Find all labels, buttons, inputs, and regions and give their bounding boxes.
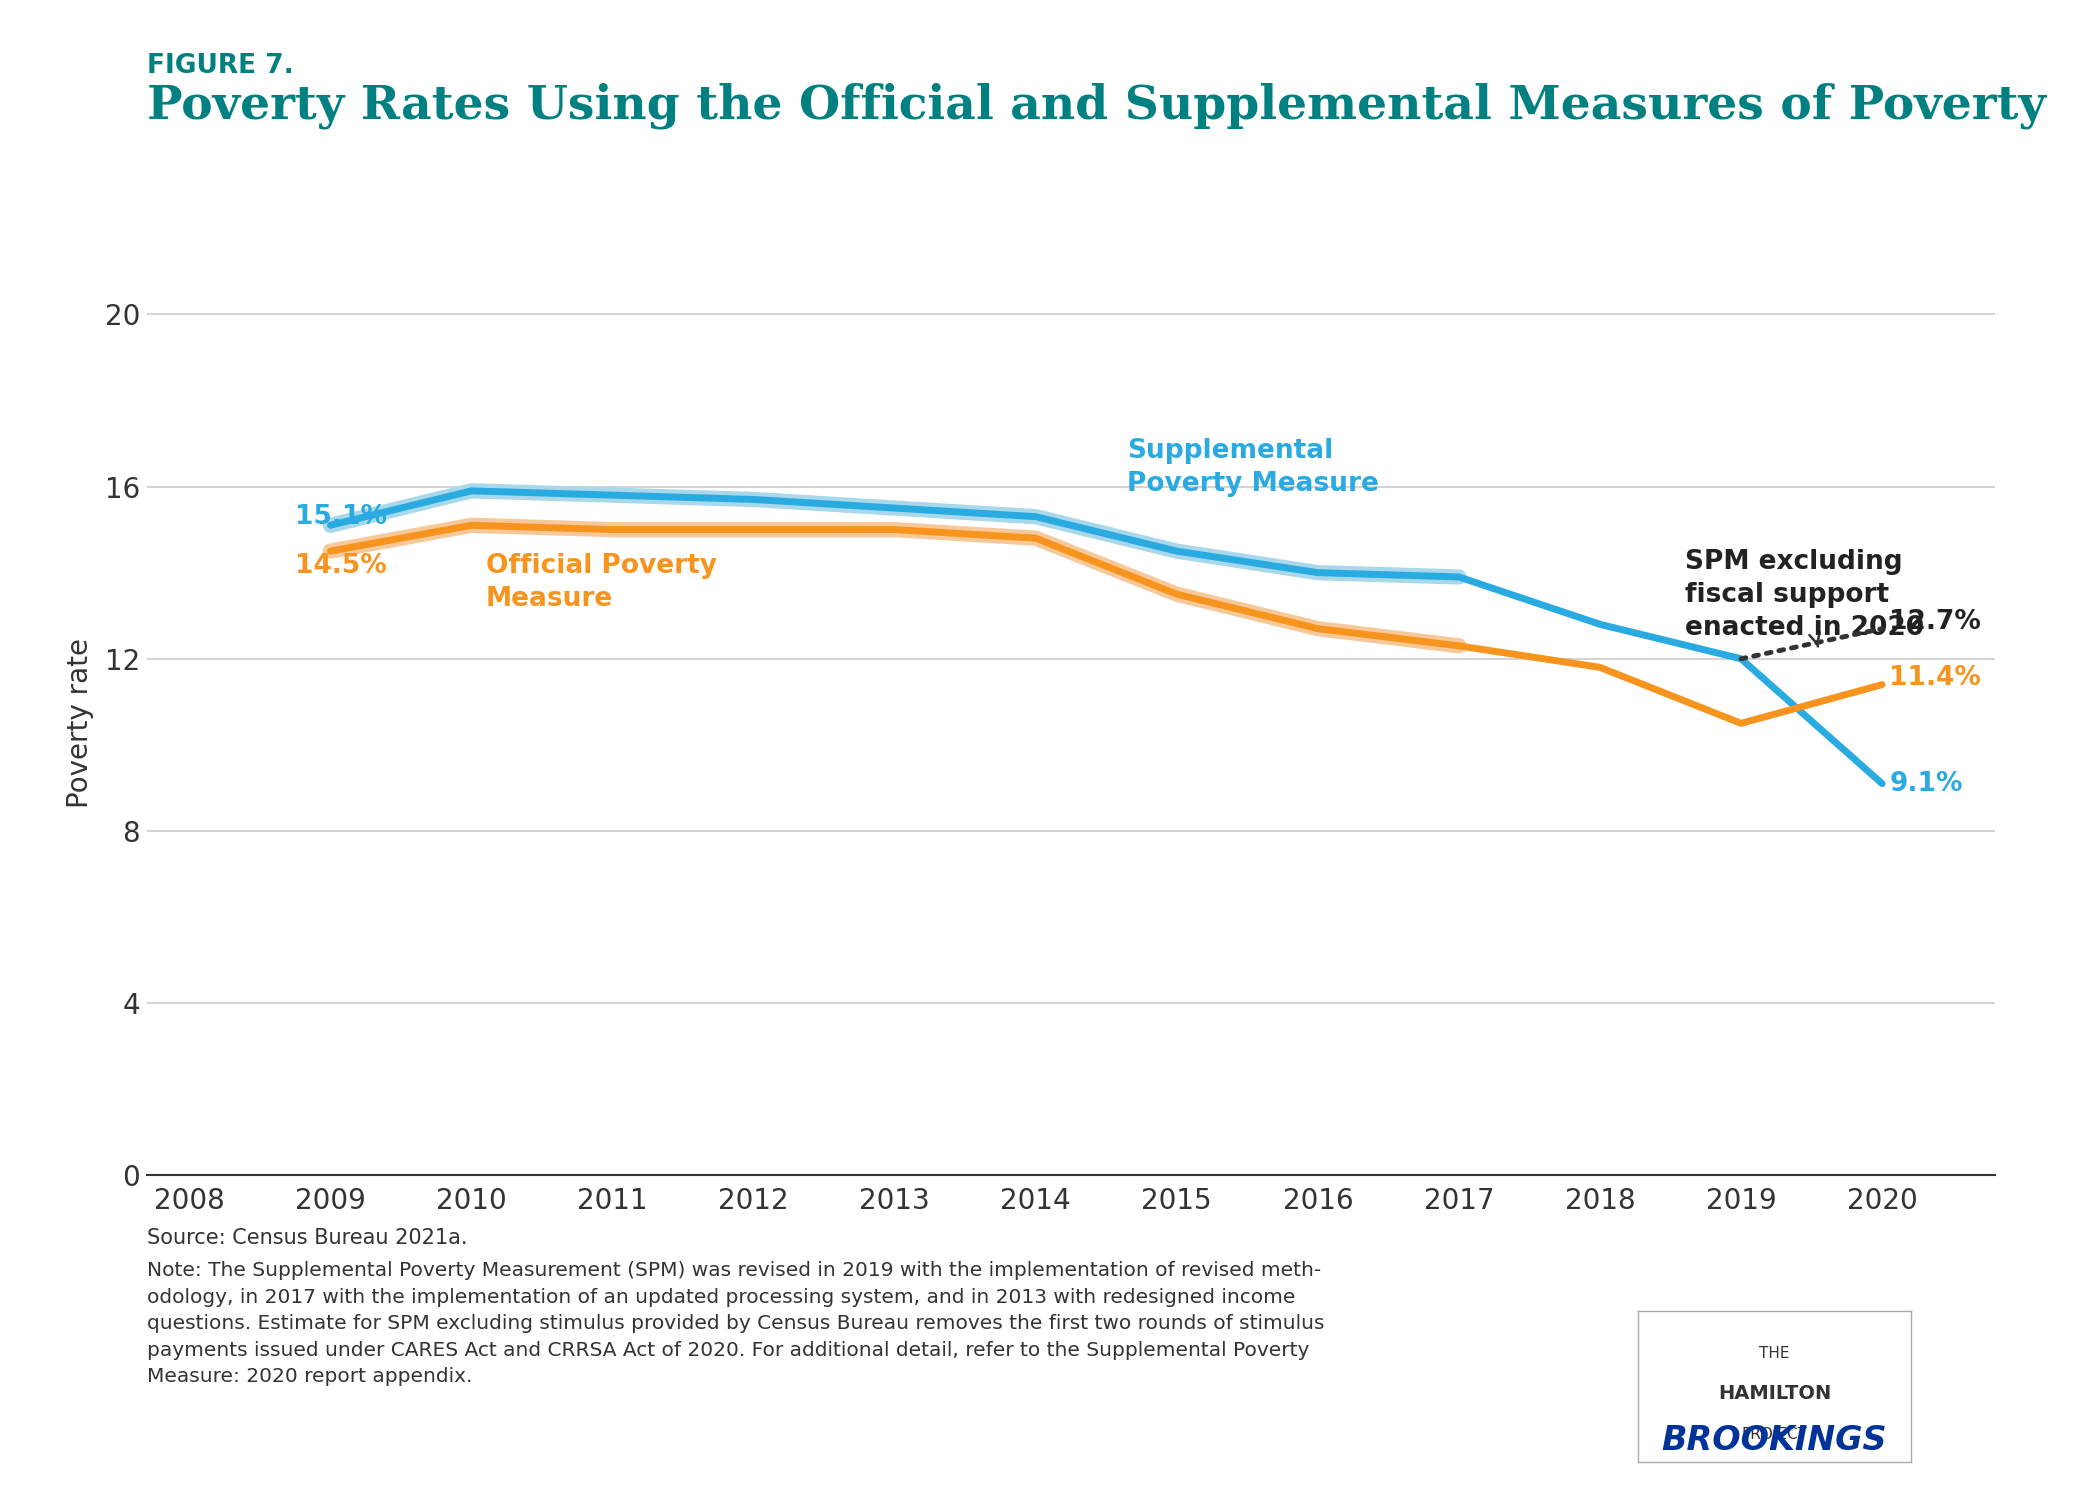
Text: 11.4%: 11.4% (1890, 665, 1980, 692)
Text: 15.1%: 15.1% (296, 503, 386, 529)
Text: PROJECT: PROJECT (1741, 1427, 1808, 1442)
Text: HAMILTON: HAMILTON (1718, 1385, 1831, 1403)
Text: Source: Census Bureau 2021a.: Source: Census Bureau 2021a. (147, 1228, 468, 1248)
Y-axis label: Poverty rate: Poverty rate (65, 639, 94, 808)
Text: FIGURE 7.: FIGURE 7. (147, 53, 294, 78)
Text: BROOKINGS: BROOKINGS (1661, 1424, 1888, 1457)
Text: 12.7%: 12.7% (1890, 609, 1980, 634)
Text: 9.1%: 9.1% (1890, 770, 1964, 797)
Text: Note: The Supplemental Poverty Measurement (SPM) was revised in 2019 with the im: Note: The Supplemental Poverty Measureme… (147, 1261, 1325, 1386)
Text: THE: THE (1760, 1346, 1789, 1361)
Text: SPM excluding
fiscal support
enacted in 2020: SPM excluding fiscal support enacted in … (1684, 549, 1924, 647)
Text: 14.5%: 14.5% (296, 553, 386, 579)
Text: Official Poverty
Measure: Official Poverty Measure (485, 553, 716, 612)
Text: Supplemental
Poverty Measure: Supplemental Poverty Measure (1128, 439, 1380, 497)
Text: Poverty Rates Using the Official and Supplemental Measures of Poverty: Poverty Rates Using the Official and Sup… (147, 83, 2045, 130)
